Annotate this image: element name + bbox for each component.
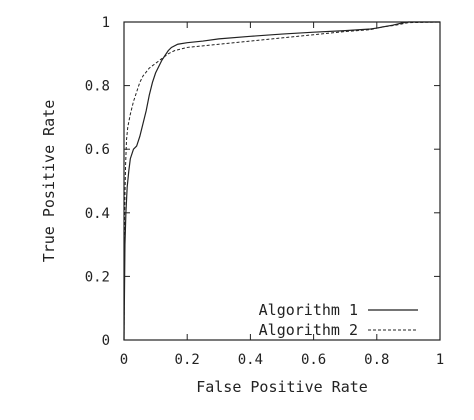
series-line-algorithm-1	[123, 21, 440, 341]
legend: Algorithm 1 Algorithm 2	[259, 301, 418, 339]
axis-ticks	[123, 21, 441, 341]
y-tick-label: 0.2	[85, 269, 110, 285]
y-tick-label: 0	[102, 333, 110, 349]
y-tick-label: 0.4	[85, 206, 110, 222]
legend-label-algorithm-1: Algorithm 1	[259, 301, 358, 319]
x-tick-label: 1	[436, 352, 444, 368]
x-tick-label: 0.6	[301, 352, 326, 368]
y-tick-label: 0.6	[85, 142, 110, 158]
x-tick-label: 0	[120, 352, 128, 368]
legend-label-algorithm-2: Algorithm 2	[259, 321, 358, 339]
series-line-algorithm-2	[123, 21, 441, 341]
x-tick-label: 0.4	[238, 352, 263, 368]
x-axis-label: False Positive Rate	[196, 378, 368, 396]
y-tick-label: 0.8	[85, 79, 110, 95]
x-tick-label: 0.8	[364, 352, 389, 368]
plot-frame	[123, 21, 441, 341]
x-tick-label: 0.2	[175, 352, 200, 368]
y-tick-label: 1	[102, 15, 110, 31]
series-group	[123, 21, 441, 341]
tick-labels: 0 0.2 0.4 0.6 0.8 1 0 0.2 0.4 0.6 0.8 1	[85, 15, 445, 368]
y-axis-label: True Positive Rate	[40, 100, 58, 263]
